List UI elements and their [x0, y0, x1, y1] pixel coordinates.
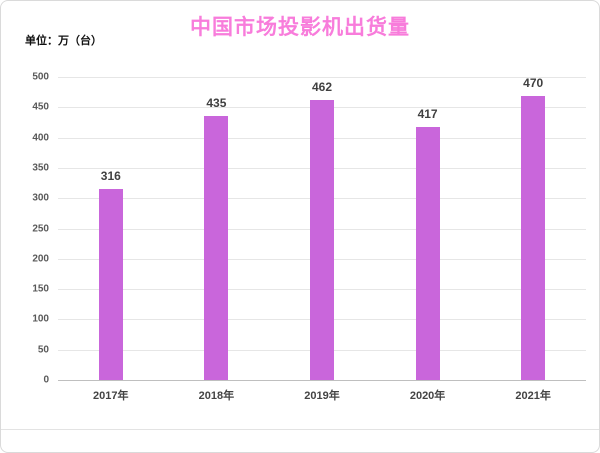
bar	[309, 100, 334, 380]
x-tick-label: 2019年	[304, 390, 340, 402]
x-tick-label: 2017年	[93, 390, 129, 402]
bar	[415, 127, 440, 380]
bar-slot-2018年: 435	[164, 77, 270, 380]
y-tick-label-300: 300	[32, 192, 49, 204]
bar-series: 316 435 462 417 470	[58, 77, 586, 380]
x-tick-label: 2018年	[198, 390, 235, 402]
x-tick-label: 2021年	[515, 390, 551, 402]
bar-value-label: 470	[523, 76, 544, 90]
y-tick-label-450: 450	[32, 101, 49, 113]
unit-label: 单位：万（台）	[25, 35, 102, 47]
bar	[204, 116, 229, 380]
y-tick-label-400: 400	[32, 132, 49, 144]
y-tick-label-150: 150	[32, 283, 49, 295]
bar-slot-2017年: 316	[58, 77, 164, 380]
bar-value-label: 316	[100, 169, 121, 183]
y-tick-label-500: 500	[32, 71, 49, 83]
y-tick-label-0: 0	[43, 374, 49, 386]
bar	[98, 189, 123, 380]
x-tick-label: 2020年	[409, 390, 446, 402]
bar-value-label: 462	[311, 80, 332, 94]
x-axis: 2017年 2018年 2019年 2020年 2021年	[58, 387, 586, 403]
chart-title: 中国市场投影机出货量	[190, 16, 410, 39]
bar-value-label: 417	[417, 107, 438, 121]
bar-slot-2020年: 417	[375, 77, 481, 380]
y-tick-label-350: 350	[32, 162, 49, 174]
bar-slot-2019年: 462	[269, 77, 375, 380]
y-tick-label-250: 250	[32, 223, 49, 234]
bar	[521, 96, 546, 380]
bar-value-label: 435	[206, 96, 227, 110]
plot-area: 316 435 462 417 470	[58, 77, 586, 381]
gridline-500	[58, 77, 586, 78]
y-tick-label-50: 50	[37, 344, 49, 356]
bar-slot-2021年: 470	[480, 77, 586, 380]
y-axis: 0 50 100 150 200 250 300 350 400 450 500	[1, 72, 49, 386]
y-tick-label-100: 100	[32, 313, 49, 325]
bottom-separator	[1, 429, 599, 430]
y-tick-label-200: 200	[32, 253, 49, 265]
